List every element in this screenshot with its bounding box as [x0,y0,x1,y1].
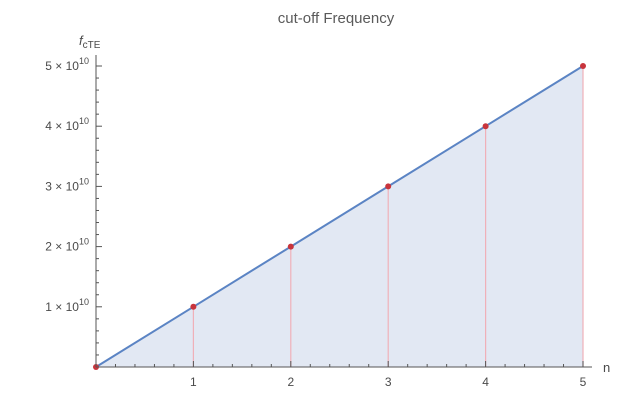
y-tick-label: 5 × 1010 [45,56,89,73]
y-axis-label-main: f [79,33,84,48]
x-tick-label: 3 [385,375,392,389]
y-axis-label: fcTE [79,33,101,51]
data-point [190,303,197,310]
data-point [482,123,489,130]
x-tick-label: 1 [190,375,197,389]
y-tick-label: 4 × 1010 [45,116,89,133]
y-axis-label-subscript: cTE [83,40,101,51]
y-tick-label: 3 × 1010 [45,176,89,193]
x-axis-label: n [603,360,610,375]
axes [95,55,592,368]
y-tick-label: 1 × 1010 [45,297,89,314]
chart-title: cut-off Frequency [278,10,395,27]
x-tick-label: 4 [482,375,489,389]
data-point [287,243,294,250]
x-tick-label: 2 [287,375,294,389]
data-point [580,63,586,69]
series-line [95,65,584,368]
y-tick-label: 2 × 1010 [45,237,89,254]
plot-area [93,63,586,370]
tick-labels: 1 2 3 4 5 1 × 1010 2 × 1010 3 × 1010 4 × 1010 5 ×… [45,56,586,389]
x-tick-label: 5 [580,375,587,389]
data-point [385,183,392,190]
